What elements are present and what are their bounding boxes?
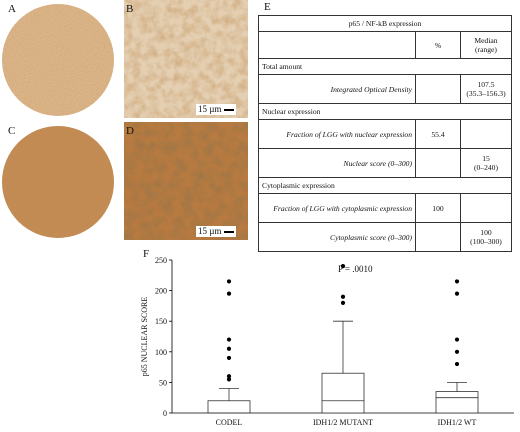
row-label: Cytoplasmic score (0–300) <box>258 222 416 252</box>
row-median-cell <box>460 119 512 149</box>
row-label: Nuclear score (0–300) <box>258 148 416 178</box>
panel-label-a: A <box>8 3 16 15</box>
row-median: 100 <box>480 228 492 237</box>
table-row: Nuclear score (0–300) 15 (0–240) <box>258 148 512 178</box>
panel-label-d: D <box>126 125 134 137</box>
table-row: Cytoplasmic score (0–300) 100 (100–300) <box>258 222 512 252</box>
row-range: (100–300) <box>470 237 502 246</box>
row-median-cell: 107.5 (35.3–156.3) <box>460 74 512 104</box>
table-row: Integrated Optical Density 107.5 (35.3–156… <box>258 74 512 104</box>
row-label: Fraction of LGG with cytoplasmic express… <box>258 193 416 223</box>
row-median-cell: 15 (0–240) <box>460 148 512 178</box>
header-blank <box>258 31 416 59</box>
panel-label-b: B <box>126 3 134 15</box>
y-axis-label: p65 NUCLEAR SCORE <box>140 297 149 377</box>
y-tick-label: 250 <box>155 256 167 265</box>
outlier-point <box>454 361 460 367</box>
category-label: IDH1/2 MUTANT <box>313 418 373 427</box>
y-tick-label: 200 <box>155 287 167 296</box>
outlier-point <box>454 279 460 284</box>
outlier-point <box>340 294 346 299</box>
panel-b <box>124 0 248 118</box>
outlier-point <box>226 355 232 361</box>
table-row: Fraction of LGG with nuclear expression 5… <box>258 119 512 149</box>
outlier-point <box>226 279 232 284</box>
p-value-annotation: P = .0010 <box>338 264 373 274</box>
outlier-point <box>226 377 232 382</box>
micrograph-d <box>124 122 248 240</box>
header-pct: % <box>415 31 461 59</box>
row-median: 15 <box>482 154 490 163</box>
scale-bar-d: 15 µm <box>196 226 237 237</box>
header-median: Median (range) <box>460 31 512 59</box>
section-label: Cytoplasmic expression <box>258 177 512 194</box>
outlier-point <box>340 264 346 269</box>
y-tick-label: 100 <box>155 348 167 357</box>
section-label: Total amount <box>258 58 512 75</box>
y-tick-label: 50 <box>159 378 167 387</box>
tissue-core-a <box>2 4 114 116</box>
outlier-point <box>340 300 346 305</box>
row-median-cell: 100 (100–300) <box>460 222 512 252</box>
row-pct: 100 <box>415 193 461 223</box>
y-tick-label: 0 <box>163 409 167 418</box>
scale-label-d: 15 µm <box>198 226 222 236</box>
row-range: (0–240) <box>473 163 499 172</box>
category-label: CODEL <box>216 418 243 427</box>
box <box>207 400 251 414</box>
row-range: (35.3–156.3) <box>466 89 506 98</box>
row-label: Integrated Optical Density <box>258 74 416 104</box>
table-section-row: Total amount <box>258 58 512 75</box>
row-pct <box>415 74 461 104</box>
table-section-row: Cytoplasmic expression <box>258 177 512 194</box>
micrograph-b <box>124 0 248 118</box>
row-median: 107.5 <box>477 80 495 89</box>
panel-label-e: E <box>264 1 271 13</box>
expression-table: p65 / NF-kB expression % Median (range) … <box>258 15 512 252</box>
scale-bar-b: 15 µm <box>196 104 237 115</box>
outlier-point <box>454 337 460 342</box>
table-header-row: % Median (range) <box>258 31 512 59</box>
outlier-point <box>226 337 232 342</box>
panel-a <box>0 0 118 118</box>
row-pct <box>415 148 461 178</box>
box-plot: 0 50 100 150 200 250 p65 NUCLEAR SCORE P = .001… <box>140 256 514 427</box>
section-label: Nuclear expression <box>258 103 512 120</box>
panel-label-c: C <box>8 125 16 137</box>
scale-label-b: 15 µm <box>198 104 222 114</box>
outlier-point <box>226 291 232 296</box>
y-tick-label: 150 <box>155 317 167 326</box>
outlier-point <box>226 374 232 379</box>
outlier-point <box>454 291 460 296</box>
table-title: p65 / NF-kB expression <box>258 15 512 32</box>
table-section-row: Nuclear expression <box>258 103 512 120</box>
table-row: Fraction of LGG with cytoplasmic express… <box>258 193 512 223</box>
box <box>321 372 365 414</box>
outlier-point <box>226 346 232 351</box>
row-pct <box>415 222 461 252</box>
outlier-point <box>454 349 460 354</box>
header-median-label: Median <box>474 36 498 45</box>
header-range-label: (range) <box>475 45 497 54</box>
panel-c <box>0 122 118 240</box>
panel-label-f: F <box>143 248 150 260</box>
row-median-cell <box>460 193 512 223</box>
tissue-core-c <box>2 126 114 238</box>
category-label: IDH1/2 WT <box>438 418 477 427</box>
table-title-row: p65 / NF-kB expression <box>258 15 512 32</box>
box <box>435 391 479 414</box>
row-pct: 55.4 <box>415 119 461 149</box>
row-label: Fraction of LGG with nuclear expression <box>258 119 416 149</box>
panel-d <box>124 122 248 240</box>
